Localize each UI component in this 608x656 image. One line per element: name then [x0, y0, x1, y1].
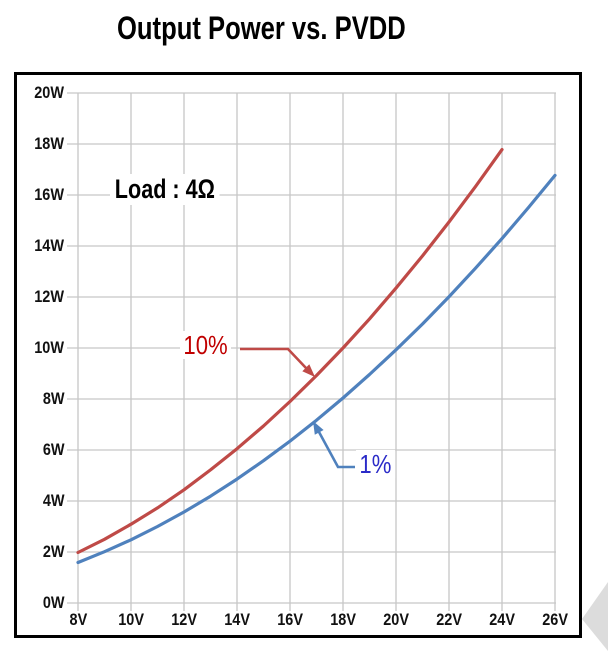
y-tick-label: 10W	[34, 338, 64, 357]
arrow-10pct	[240, 347, 307, 369]
y-tick-label: 2W	[42, 542, 64, 561]
series-label-10pct: 10%	[180, 331, 232, 359]
x-tick-label: 26V	[542, 610, 568, 629]
x-tick-label: 18V	[330, 610, 356, 629]
y-tick-label: 0W	[42, 593, 64, 612]
y-tick-label: 20W	[34, 83, 64, 102]
arrow-1pct	[317, 431, 355, 469]
series-label-1pct: 1%	[356, 450, 395, 478]
corner-arrow-decoration	[582, 582, 608, 651]
gridlines	[67, 92, 556, 611]
y-tick-label: 6W	[42, 440, 64, 459]
curve-1%	[76, 173, 557, 565]
x-tick-label: 10V	[118, 610, 144, 629]
x-tick-label: 20V	[383, 610, 409, 629]
callout-arrows	[240, 347, 355, 469]
chart-title: Output Power vs. PVDD	[117, 10, 406, 46]
x-tick-label: 8V	[69, 610, 87, 629]
x-tick-label: 24V	[489, 610, 515, 629]
chart-frame	[14, 72, 582, 638]
y-tick-label: 8W	[42, 389, 64, 408]
y-tick-label: 16W	[34, 185, 64, 204]
y-tick-label: 12W	[34, 287, 64, 306]
x-tick-label: 14V	[224, 610, 250, 629]
curve-10%	[76, 148, 504, 555]
y-tick-label: 18W	[34, 134, 64, 153]
x-tick-label: 12V	[171, 610, 197, 629]
y-tick-label: 4W	[42, 491, 64, 510]
x-tick-label: 16V	[277, 610, 303, 629]
load-annotation: Load : 4Ω	[110, 174, 220, 205]
curves	[76, 148, 557, 565]
y-tick-label: 14W	[34, 236, 64, 255]
x-tick-label: 22V	[436, 610, 462, 629]
